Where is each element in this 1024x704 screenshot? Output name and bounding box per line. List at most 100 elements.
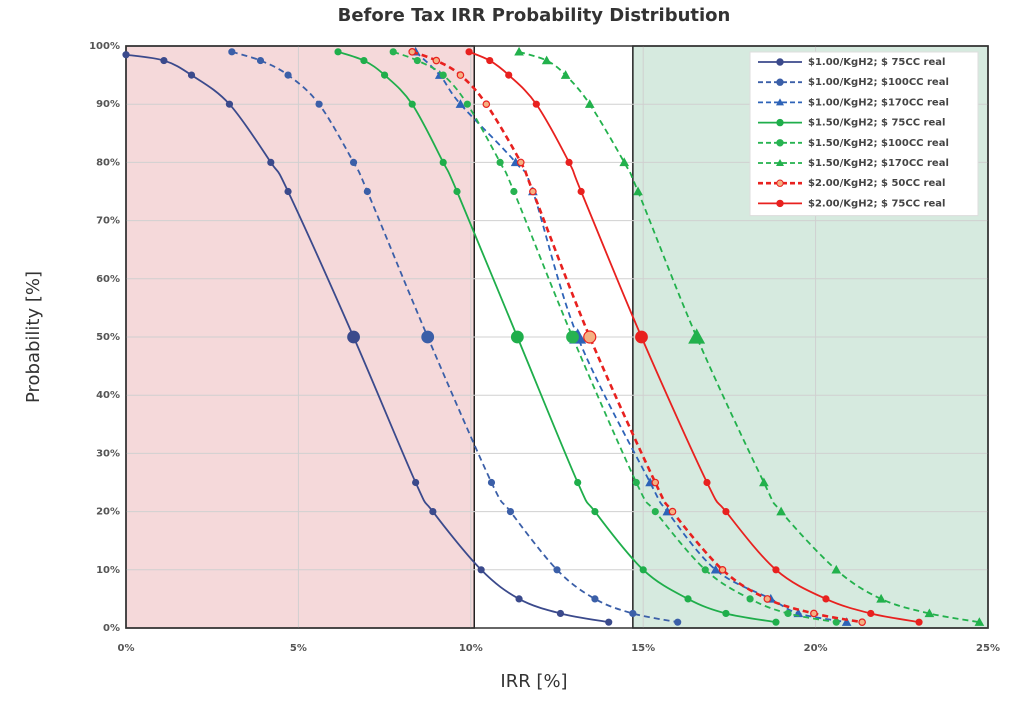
y-axis-label: Probability [%] xyxy=(23,271,44,403)
legend-label: $1.00/KgH2; $170CC real xyxy=(808,97,949,108)
legend-marker xyxy=(776,58,784,66)
marker xyxy=(858,618,866,626)
marker xyxy=(347,330,360,344)
marker xyxy=(505,71,513,79)
marker xyxy=(380,71,389,79)
marker xyxy=(432,56,441,65)
y-tick-label: 10% xyxy=(96,565,120,576)
marker xyxy=(421,330,435,344)
legend-marker xyxy=(776,179,784,187)
y-tick-label: 100% xyxy=(89,41,120,52)
marker xyxy=(591,595,599,603)
x-tick-label: 20% xyxy=(804,643,828,654)
marker xyxy=(160,56,168,65)
marker xyxy=(831,564,842,574)
y-tick-label: 90% xyxy=(96,99,120,110)
marker xyxy=(256,56,265,65)
legend-marker xyxy=(776,139,784,147)
marker xyxy=(784,609,792,618)
marker xyxy=(541,55,552,65)
marker xyxy=(408,100,416,108)
marker xyxy=(334,48,342,56)
marker xyxy=(722,507,730,516)
marker xyxy=(674,618,682,626)
marker xyxy=(832,618,840,626)
y-tick-label: 30% xyxy=(96,448,120,459)
marker xyxy=(228,48,236,56)
marker xyxy=(506,507,515,516)
marker xyxy=(772,618,780,626)
marker xyxy=(710,564,721,574)
marker xyxy=(487,478,496,487)
marker xyxy=(632,478,640,487)
y-tick-label: 60% xyxy=(96,274,120,285)
marker xyxy=(514,46,524,56)
y-tick-label: 80% xyxy=(96,157,120,168)
marker xyxy=(619,157,630,167)
chart-title: Before Tax IRR Probability Distribution xyxy=(338,5,731,26)
marker xyxy=(651,507,659,516)
marker xyxy=(532,100,540,108)
marker xyxy=(776,506,786,516)
marker xyxy=(605,618,613,626)
marker xyxy=(635,330,648,344)
x-axis-label: IRR [%] xyxy=(500,671,567,692)
marker xyxy=(876,593,886,603)
marker xyxy=(187,71,196,79)
legend-label: $1.50/KgH2; $100CC real xyxy=(808,138,949,149)
marker xyxy=(284,71,292,79)
marker xyxy=(453,187,461,196)
legend-marker xyxy=(776,159,784,166)
marker xyxy=(122,51,130,59)
marker xyxy=(822,595,830,603)
legend-marker xyxy=(776,98,784,106)
marker xyxy=(629,609,637,618)
marker xyxy=(515,595,523,603)
marker xyxy=(412,478,420,487)
marker xyxy=(267,158,275,166)
y-tick-label: 20% xyxy=(96,507,120,518)
legend-label: $1.00/KgH2; $ 75CC real xyxy=(808,57,945,68)
marker xyxy=(915,618,923,626)
marker xyxy=(465,48,473,56)
marker xyxy=(510,330,524,344)
marker xyxy=(688,328,706,344)
marker xyxy=(584,99,595,108)
marker xyxy=(763,595,772,603)
marker xyxy=(565,158,573,166)
marker xyxy=(574,478,582,487)
legend-label: $1.50/KgH2; $170CC real xyxy=(808,158,949,169)
legend-label: $2.00/KgH2; $ 50CC real xyxy=(808,178,945,189)
marker xyxy=(510,187,518,196)
marker xyxy=(772,566,780,574)
legend-box xyxy=(749,51,979,217)
marker xyxy=(315,100,323,108)
marker xyxy=(583,330,597,344)
series-line xyxy=(411,50,863,624)
y-tick-label: 40% xyxy=(96,390,120,401)
marker xyxy=(746,595,754,603)
series-line xyxy=(392,50,837,624)
marker xyxy=(867,609,875,618)
marker xyxy=(684,595,692,603)
marker xyxy=(722,609,730,618)
marker xyxy=(413,56,421,65)
y-tick-label: 70% xyxy=(96,216,120,227)
marker xyxy=(429,507,437,516)
x-tick-label: 25% xyxy=(976,643,1000,654)
marker xyxy=(360,56,368,65)
y-tick-label: 0% xyxy=(103,623,120,634)
marker xyxy=(639,566,647,574)
legend-label: $1.50/KgH2; $ 75CC real xyxy=(808,118,945,129)
marker xyxy=(701,566,709,574)
x-tick-label: 10% xyxy=(459,643,483,654)
marker xyxy=(556,609,565,618)
marker xyxy=(456,71,465,79)
marker xyxy=(651,478,660,487)
marker xyxy=(408,48,416,56)
marker xyxy=(810,609,818,618)
marker xyxy=(363,187,371,196)
marker xyxy=(455,99,466,108)
x-tick-label: 5% xyxy=(290,643,307,654)
marker xyxy=(718,565,727,574)
